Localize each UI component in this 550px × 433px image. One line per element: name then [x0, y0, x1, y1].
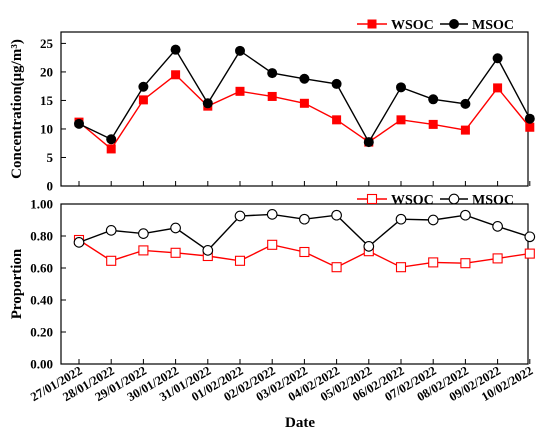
- y-axis-label: Concentration(μg/m³): [9, 39, 25, 179]
- point-msoc: [235, 45, 245, 56]
- y-tick-label: 0.80: [30, 229, 53, 244]
- y-tick-label: 0.20: [30, 325, 53, 340]
- legend-marker: [449, 19, 459, 29]
- point-wsoc: [106, 144, 116, 154]
- x-axis: 27/01/202228/01/202229/01/202230/01/2022…: [28, 363, 535, 431]
- point-wsoc: [460, 125, 470, 135]
- legend-marker: [366, 193, 378, 205]
- y-tick-label: 20: [40, 64, 53, 79]
- point-msoc: [492, 53, 503, 64]
- point-wsoc: [170, 247, 181, 258]
- legend-item-msoc: MSOC: [440, 18, 514, 33]
- legend-label: WSOC: [391, 193, 434, 208]
- point-msoc: [524, 231, 536, 243]
- point-msoc: [138, 228, 149, 239]
- point-msoc: [234, 210, 246, 222]
- point-msoc: [331, 209, 342, 221]
- y-tick-label: 0.60: [30, 261, 53, 276]
- point-msoc: [170, 222, 181, 234]
- point-wsoc: [299, 98, 309, 108]
- point-wsoc: [299, 246, 310, 258]
- point-wsoc: [524, 248, 535, 259]
- point-wsoc: [138, 245, 149, 256]
- point-msoc: [74, 118, 84, 129]
- x-axis-label: Date: [285, 415, 315, 431]
- point-msoc: [138, 81, 149, 92]
- point-wsoc: [395, 262, 407, 273]
- concentration-panel: 0 5 10 15 20 25 Concentration(μg/m³) WSOC MSOC: [9, 18, 535, 194]
- y-tick-label: 1.00: [30, 197, 53, 212]
- point-wsoc: [493, 83, 503, 93]
- point-msoc: [331, 78, 342, 89]
- point-wsoc: [428, 257, 439, 268]
- point-wsoc: [234, 255, 246, 266]
- y-tick-label: 15: [40, 93, 54, 108]
- point-msoc: [395, 213, 407, 225]
- point-wsoc: [106, 255, 117, 266]
- plot-frame: [60, 203, 529, 365]
- legend-marker: [367, 19, 377, 29]
- point-msoc: [524, 113, 535, 124]
- y-axis-label: Proportion: [9, 248, 25, 319]
- point-msoc: [202, 98, 213, 109]
- plot-frame: [60, 31, 529, 187]
- point-wsoc: [331, 262, 342, 273]
- point-wsoc: [525, 122, 535, 132]
- point-msoc: [428, 94, 439, 105]
- point-msoc: [299, 213, 310, 225]
- legend-label: MSOC: [472, 18, 514, 33]
- point-wsoc: [428, 119, 438, 129]
- point-msoc: [460, 209, 471, 221]
- legend-marker: [448, 193, 460, 205]
- point-msoc: [202, 245, 214, 256]
- point-msoc: [106, 134, 117, 145]
- point-wsoc: [492, 253, 503, 264]
- point-wsoc: [267, 239, 278, 250]
- legend-item-wsoc: WSOC: [357, 18, 434, 33]
- legend-item-wsoc: WSOC: [357, 193, 434, 208]
- legend-label: MSOC: [472, 193, 514, 208]
- point-wsoc: [171, 70, 181, 80]
- y-tick-label: 0: [47, 179, 54, 194]
- point-msoc: [460, 98, 471, 109]
- y-tick-label: 25: [40, 36, 54, 51]
- point-msoc: [396, 82, 406, 93]
- point-msoc: [299, 73, 310, 84]
- y-tick-label: 0.00: [30, 357, 53, 372]
- point-wsoc: [235, 86, 245, 96]
- point-msoc: [267, 68, 278, 79]
- y-tick-label: 5: [47, 150, 54, 165]
- point-msoc: [266, 209, 278, 220]
- point-msoc: [363, 241, 375, 252]
- point-msoc: [492, 221, 503, 232]
- legend-item-msoc: MSOC: [440, 193, 514, 208]
- point-wsoc: [332, 115, 342, 125]
- y-tick-label: 10: [40, 121, 53, 136]
- point-msoc: [73, 237, 85, 248]
- point-msoc: [105, 225, 117, 236]
- y-tick-label: 0.40: [30, 293, 53, 308]
- point-wsoc: [267, 91, 277, 101]
- point-msoc: [363, 137, 374, 148]
- legend-label: WSOC: [391, 18, 434, 33]
- point-msoc: [170, 44, 181, 55]
- point-wsoc: [396, 115, 406, 125]
- point-wsoc: [460, 258, 471, 269]
- point-wsoc: [138, 95, 148, 105]
- proportion-panel: 0.00 0.20 0.40 0.60 0.80 1.00 Proportion WSOC MS…: [9, 193, 536, 372]
- point-msoc: [427, 214, 439, 226]
